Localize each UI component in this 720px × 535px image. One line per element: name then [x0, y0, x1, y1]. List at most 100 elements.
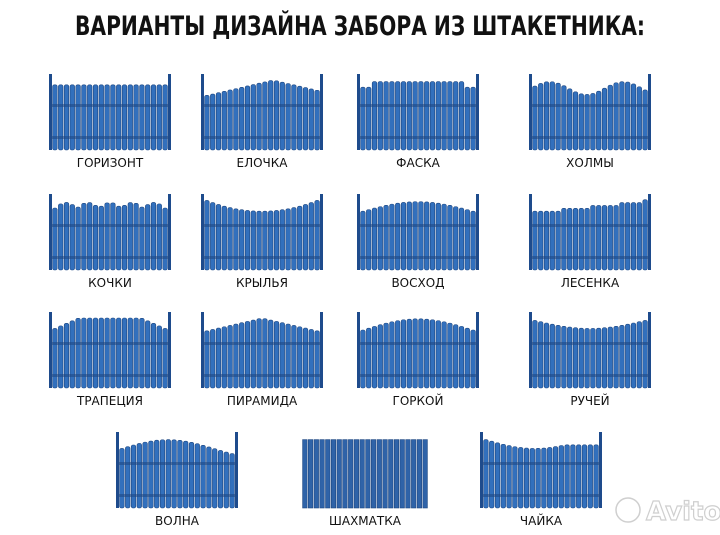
- fence-label: ВОЛНА: [155, 514, 200, 528]
- picket: [116, 205, 122, 271]
- picket: [441, 321, 447, 389]
- post: [529, 312, 532, 388]
- rail: [52, 136, 168, 139]
- picket: [549, 323, 555, 389]
- picket: [188, 442, 195, 509]
- fence-label: КРЫЛЬЯ: [236, 276, 288, 290]
- fence-label: РУЧЕЙ: [570, 393, 609, 408]
- picket: [561, 85, 567, 151]
- picket: [325, 439, 331, 509]
- picket: [221, 205, 227, 271]
- post: [476, 74, 479, 150]
- picket: [360, 210, 366, 271]
- picket: [133, 203, 139, 271]
- picket: [435, 320, 441, 389]
- picket: [314, 89, 320, 151]
- picket: [371, 439, 377, 509]
- picket: [607, 326, 613, 389]
- picket: [273, 321, 280, 389]
- picket: [529, 448, 535, 509]
- picket: [642, 89, 648, 151]
- picket: [297, 326, 303, 389]
- picket: [435, 202, 441, 271]
- picket: [424, 81, 430, 151]
- picket: [383, 205, 389, 271]
- picket: [162, 328, 168, 389]
- picket: [470, 329, 476, 389]
- fence: [480, 432, 602, 509]
- picket: [297, 205, 303, 271]
- picket: [383, 322, 389, 389]
- picket: [360, 329, 366, 389]
- picket: [555, 325, 561, 389]
- rail: [532, 256, 648, 259]
- picket: [418, 201, 424, 271]
- picket: [543, 81, 550, 151]
- picket: [302, 439, 308, 509]
- picket: [204, 95, 210, 151]
- picket: [552, 446, 559, 509]
- picket: [532, 210, 538, 271]
- picket: [291, 325, 297, 389]
- picket: [336, 439, 342, 509]
- picket: [233, 88, 239, 151]
- picket: [121, 84, 128, 151]
- picket: [148, 440, 154, 509]
- fence: [201, 74, 323, 151]
- picket: [139, 317, 145, 389]
- picket: [578, 93, 584, 151]
- picket: [458, 207, 465, 271]
- picket: [210, 202, 216, 271]
- picket: [268, 80, 274, 151]
- picket: [584, 208, 590, 271]
- picket: [411, 439, 417, 509]
- picket: [156, 325, 162, 389]
- picket: [227, 325, 233, 389]
- post: [357, 312, 360, 388]
- picket: [75, 317, 81, 389]
- picket: [302, 204, 309, 271]
- picket: [162, 207, 168, 271]
- picket: [424, 201, 430, 271]
- picket: [619, 325, 625, 389]
- picket: [584, 94, 590, 151]
- picket: [104, 202, 110, 271]
- picket: [567, 208, 573, 271]
- picket: [564, 444, 570, 509]
- post: [648, 74, 651, 150]
- picket: [625, 81, 631, 151]
- picket: [590, 328, 596, 389]
- picket: [572, 91, 579, 151]
- picket: [422, 439, 428, 509]
- picket: [92, 205, 99, 271]
- picket: [239, 86, 245, 151]
- picket: [636, 321, 642, 389]
- post: [235, 432, 238, 508]
- fence-label: ГОРКОЙ: [393, 393, 444, 408]
- picket: [250, 319, 256, 389]
- rail: [204, 256, 320, 259]
- picket: [412, 318, 418, 389]
- picket: [52, 207, 58, 271]
- picket: [572, 327, 579, 389]
- title: ВАРИАНТЫ ДИЗАЙНА ЗАБОРА ИЗ ШТАКЕТНИКА:: [75, 10, 645, 42]
- picket: [464, 86, 470, 151]
- picket: [239, 322, 245, 389]
- picket: [215, 327, 222, 389]
- picket: [400, 319, 407, 389]
- fence: [529, 194, 651, 271]
- picket: [377, 206, 383, 271]
- fence-label: ШАХМАТКА: [329, 514, 402, 528]
- post: [168, 74, 171, 150]
- picket: [314, 200, 320, 271]
- picket: [532, 85, 538, 151]
- picket: [371, 207, 378, 271]
- picket: [543, 210, 550, 271]
- picket: [87, 202, 93, 271]
- rail: [119, 462, 235, 465]
- post: [480, 432, 483, 508]
- picket: [453, 206, 459, 271]
- picket: [116, 84, 122, 151]
- fence-label: ЛЕСЕНКА: [561, 276, 620, 290]
- rail: [532, 104, 648, 107]
